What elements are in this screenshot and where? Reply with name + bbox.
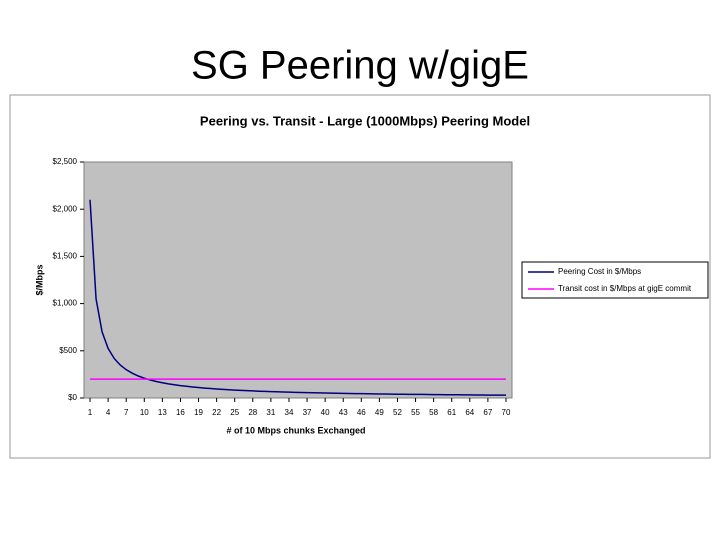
- x-tick-label: 25: [230, 408, 239, 417]
- x-tick-label: 49: [375, 408, 384, 417]
- x-tick-label: 43: [339, 408, 348, 417]
- x-axis-label: # of 10 Mbps chunks Exchanged: [226, 425, 365, 435]
- x-tick-label: 61: [447, 408, 456, 417]
- x-tick-label: 13: [158, 408, 167, 417]
- x-tick-label: 34: [285, 408, 294, 417]
- plot-area: [83, 161, 513, 399]
- x-tick-label: 31: [266, 408, 275, 417]
- slide-title: SG Peering w/gigE: [191, 44, 529, 88]
- y-tick-label: $2,000: [53, 204, 78, 213]
- x-tick-label: 7: [124, 408, 129, 417]
- legend-label: Peering Cost in $/Mbps: [558, 267, 641, 276]
- y-tick-label: $2,500: [53, 157, 78, 166]
- y-axis-label: $/Mbps: [34, 264, 44, 295]
- x-tick-label: 46: [357, 408, 366, 417]
- x-tick-label: 16: [176, 408, 185, 417]
- x-tick-label: 64: [465, 408, 474, 417]
- x-tick-label: 67: [483, 408, 492, 417]
- series-line: [89, 199, 506, 396]
- chart-title: Peering vs. Transit - Large (1000Mbps) P…: [200, 113, 530, 128]
- x-tick-label: 19: [194, 408, 203, 417]
- x-tick-label: 22: [212, 408, 221, 417]
- y-tick-label: $0: [68, 393, 77, 402]
- x-tick-label: 52: [393, 408, 402, 417]
- x-tick-label: 4: [106, 408, 111, 417]
- y-tick-label: $1,000: [53, 299, 78, 308]
- x-tick-label: 40: [321, 408, 330, 417]
- x-tick-label: 55: [411, 408, 420, 417]
- x-tick-label: 70: [502, 408, 511, 417]
- y-tick-label: $1,500: [53, 252, 78, 261]
- x-tick-label: 10: [140, 408, 149, 417]
- legend-label: Transit cost in $/Mbps at gigE commit: [558, 284, 692, 293]
- x-tick-label: 37: [303, 408, 312, 417]
- legend-box: [521, 261, 709, 299]
- y-tick-label: $500: [59, 346, 77, 355]
- x-tick-label: 28: [248, 408, 257, 417]
- x-tick-label: 1: [88, 408, 93, 417]
- x-tick-label: 58: [429, 408, 438, 417]
